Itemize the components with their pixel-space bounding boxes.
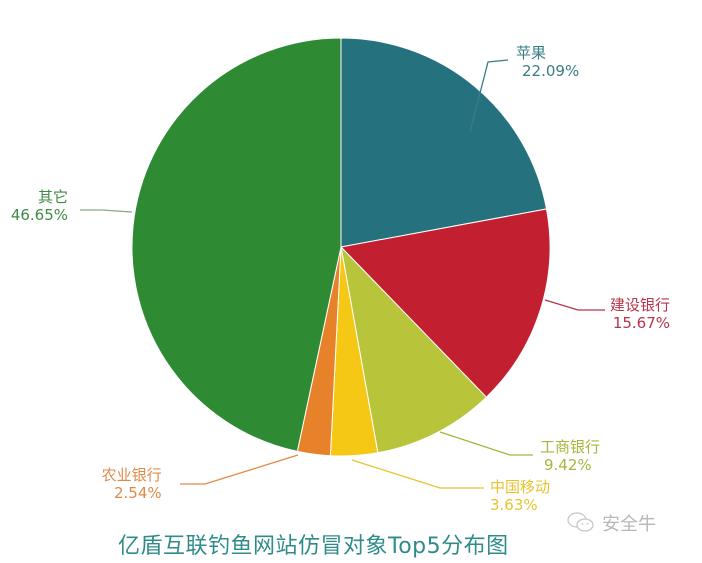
leader-line-abc — [180, 454, 299, 485]
chart-title: 亿盾互联钓鱼网站仿冒对象Top5分布图 — [118, 534, 509, 559]
label-ccb-name: 建设银行 — [610, 296, 671, 314]
label-ccb-pct: 15.67% — [612, 314, 671, 332]
label-abc-pct: 2.54% — [114, 484, 162, 502]
pie-slice-0 — [340, 37, 548, 248]
pie-slices — [131, 37, 551, 457]
leader-lines — [80, 59, 605, 489]
label-apple-name: 苹果 — [516, 44, 547, 62]
wechat-icon — [567, 512, 594, 532]
label-icbc: 工商银行 9.42% — [540, 438, 600, 474]
leader-line-mobile — [351, 459, 484, 489]
pie-slice-2 — [340, 245, 488, 454]
label-mobile: 中国移动 3.63% — [490, 478, 550, 514]
leader-line-other — [80, 209, 133, 213]
label-apple-pct: 22.09% — [522, 62, 580, 80]
label-other-name: 其它 — [38, 188, 69, 206]
leader-line-icbc — [439, 431, 533, 456]
leader-line-ccb — [544, 299, 605, 311]
label-mobile-name: 中国移动 — [490, 478, 551, 496]
label-icbc-name: 工商银行 — [540, 438, 601, 456]
pie-slice-1 — [339, 208, 551, 398]
label-ccb: 建设银行 15.67% — [610, 296, 670, 332]
label-mobile-pct: 3.63% — [490, 496, 538, 514]
label-other: 其它 46.65% — [10, 188, 68, 224]
watermark: 安全牛 — [566, 510, 656, 536]
label-apple: 苹果 22.09% — [516, 44, 579, 80]
label-icbc-pct: 9.42% — [544, 456, 592, 474]
label-abc: 农业银行 2.54% — [92, 466, 162, 502]
label-other-pct: 46.65% — [10, 206, 69, 224]
watermark-text: 安全牛 — [602, 514, 656, 535]
label-abc-name: 农业银行 — [101, 466, 162, 484]
pie-slice-5 — [131, 37, 342, 452]
leader-line-apple — [469, 59, 509, 133]
